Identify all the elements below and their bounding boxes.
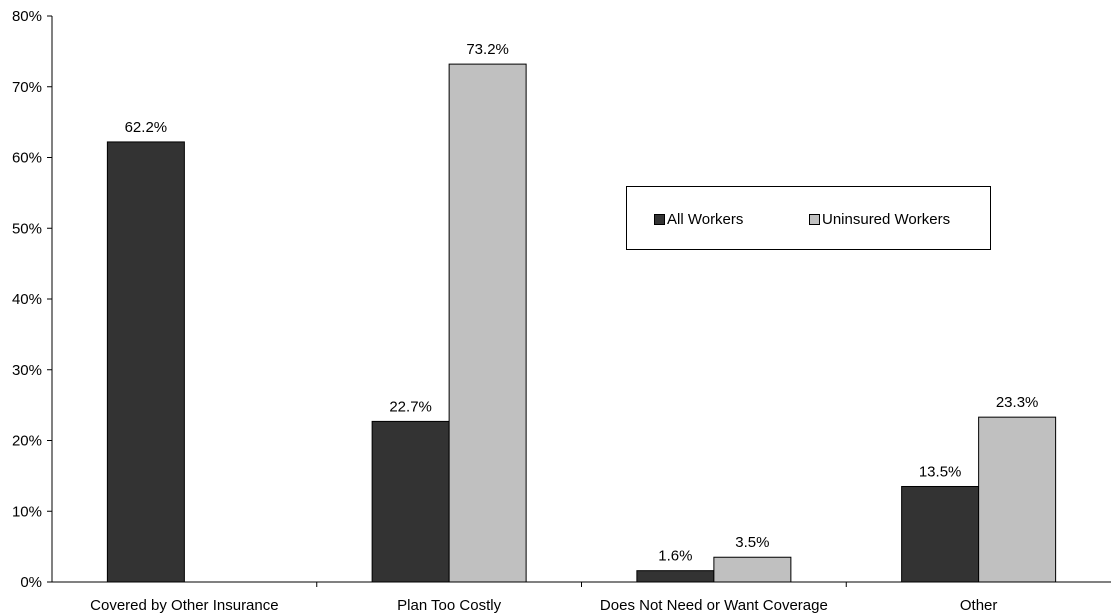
y-tick-label: 10% [12,503,42,520]
legend: All Workers Uninsured Workers [626,186,991,250]
x-tick-label: Other [960,597,998,614]
y-tick-label: 50% [12,220,42,237]
bar-all-workers [106,141,185,583]
y-tick-label: 80% [12,8,42,25]
legend-item-all-workers: All Workers [654,211,743,228]
y-tick-label: 30% [12,362,42,379]
bar-uninsured-workers [713,556,792,583]
y-tick-label: 0% [20,574,42,591]
legend-label-uninsured-workers: Uninsured Workers [822,211,951,228]
x-tick-label: Plan Too Costly [397,597,501,614]
data-label: 23.3% [996,394,1039,411]
data-label: 73.2% [466,41,509,58]
bar-all-workers [371,420,450,583]
bar-uninsured-workers [978,416,1057,583]
y-tick-label: 40% [12,291,42,308]
data-label: 13.5% [919,463,962,480]
legend-swatch-all-workers [654,214,665,225]
bar-uninsured-workers [448,63,527,583]
data-label: 22.7% [389,398,432,415]
data-label: 1.6% [658,548,692,565]
y-tick-label: 60% [12,150,42,167]
legend-item-uninsured-workers: Uninsured Workers [809,211,950,228]
bar-all-workers [901,485,980,583]
legend-swatch-uninsured-workers [809,214,820,225]
legend-label-all-workers: All Workers [667,211,744,228]
x-tick-label: Does Not Need or Want Coverage [600,597,828,614]
data-label: 3.5% [735,534,769,551]
bar-all-workers [636,570,715,583]
data-label: 62.2% [125,119,168,136]
y-tick-label: 70% [12,79,42,96]
y-tick-label: 20% [12,433,42,450]
x-tick-label: Covered by Other Insurance [90,597,278,614]
